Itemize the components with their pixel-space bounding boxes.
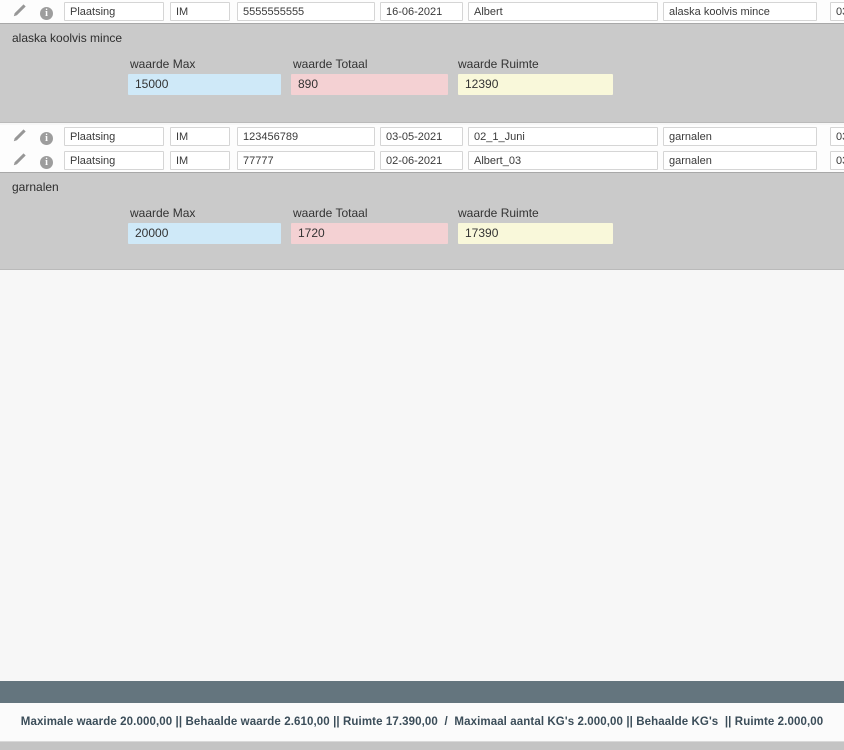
- waarde-max-label: waarde Max: [130, 206, 196, 220]
- name-field[interactable]: [468, 151, 658, 170]
- im-field[interactable]: [170, 151, 230, 170]
- waarde-totaal-label: waarde Totaal: [293, 206, 368, 220]
- group-title: alaska koolvis mince: [12, 31, 123, 45]
- waarde-max-value: 20000: [128, 223, 281, 244]
- edit-button[interactable]: [10, 3, 28, 21]
- product-field[interactable]: [663, 2, 817, 21]
- product-field[interactable]: [663, 127, 817, 146]
- pencil-icon: [13, 153, 26, 166]
- waarde-max-label: waarde Max: [130, 57, 196, 71]
- group-panel-alaska-koolvis-mince: alaska koolvis mince waarde Max waarde T…: [0, 23, 844, 123]
- placement-row: i: [0, 0, 844, 23]
- placement-row: i: [0, 125, 844, 149]
- waarde-totaal-label: waarde Totaal: [293, 57, 368, 71]
- number-field[interactable]: [237, 127, 375, 146]
- type-field[interactable]: [64, 127, 164, 146]
- product-field[interactable]: [663, 151, 817, 170]
- pencil-icon: [13, 129, 26, 142]
- info-icon: i: [40, 6, 53, 20]
- info-button[interactable]: i: [40, 153, 58, 171]
- info-icon: i: [40, 155, 53, 169]
- number-field[interactable]: [237, 151, 375, 170]
- im-field[interactable]: [170, 2, 230, 21]
- type-field[interactable]: [64, 151, 164, 170]
- waarde-ruimte-label: waarde Ruimte: [458, 57, 539, 71]
- name-field[interactable]: [468, 2, 658, 21]
- waarde-ruimte-label: waarde Ruimte: [458, 206, 539, 220]
- waarde-totaal-value: 890: [291, 74, 448, 95]
- edit-button[interactable]: [10, 152, 28, 170]
- edit-button[interactable]: [10, 128, 28, 146]
- info-button[interactable]: i: [40, 4, 58, 22]
- waarde-ruimte-value: 17390: [458, 223, 613, 244]
- extra-code-field[interactable]: [830, 151, 844, 170]
- pencil-icon: [13, 4, 26, 17]
- placement-row: i: [0, 149, 844, 173]
- waarde-max-value: 15000: [128, 74, 281, 95]
- group-title: garnalen: [12, 180, 59, 194]
- extra-code-field[interactable]: [830, 127, 844, 146]
- waarde-totaal-value: 1720: [291, 223, 448, 244]
- name-field[interactable]: [468, 127, 658, 146]
- separator-bar: [0, 681, 844, 703]
- extra-code-field[interactable]: [830, 2, 844, 21]
- summary-text: Maximale waarde 20.000,00 || Behaalde wa…: [20, 716, 824, 728]
- info-button[interactable]: i: [40, 129, 58, 147]
- im-field[interactable]: [170, 127, 230, 146]
- group-panel-garnalen: garnalen waarde Max waarde Totaal waarde…: [0, 172, 844, 270]
- waarde-ruimte-value: 12390: [458, 74, 613, 95]
- date-field[interactable]: [380, 151, 463, 170]
- info-icon: i: [40, 131, 53, 145]
- bottom-bar: [0, 741, 844, 750]
- type-field[interactable]: [64, 2, 164, 21]
- date-field[interactable]: [380, 127, 463, 146]
- summary-bar: Maximale waarde 20.000,00 || Behaalde wa…: [0, 703, 844, 741]
- number-field[interactable]: [237, 2, 375, 21]
- date-field[interactable]: [380, 2, 463, 21]
